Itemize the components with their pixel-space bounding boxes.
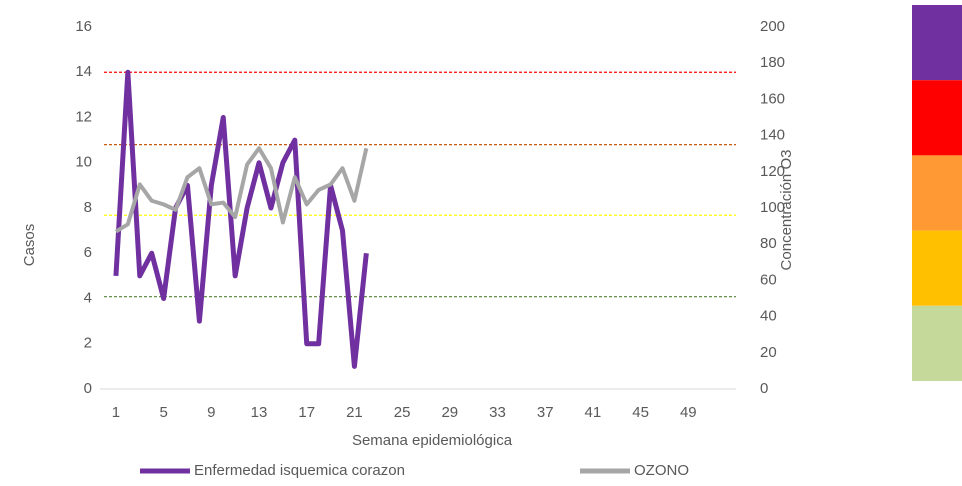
x-tick-label: 1 bbox=[112, 404, 120, 421]
y-tick-label: 14 bbox=[75, 63, 92, 80]
y2-tick-label: 100 bbox=[760, 199, 785, 216]
y-tick-label: 4 bbox=[84, 289, 92, 306]
legend-label: Enfermedad isquemica corazon bbox=[194, 462, 405, 479]
y-tick-label: 12 bbox=[75, 108, 92, 125]
y2-tick-label: 20 bbox=[760, 344, 777, 361]
x-tick-label: 49 bbox=[680, 404, 697, 421]
legend-label: OZONO bbox=[634, 462, 689, 479]
y-tick-label: 0 bbox=[84, 380, 92, 397]
color-scale-band bbox=[912, 155, 962, 231]
x-tick-label: 29 bbox=[441, 404, 458, 421]
color-scale-band bbox=[912, 80, 962, 156]
y2-tick-label: 200 bbox=[760, 18, 785, 35]
x-tick-label: 5 bbox=[159, 404, 167, 421]
x-tick-label: 33 bbox=[489, 404, 506, 421]
y2-tick-label: 0 bbox=[760, 380, 768, 397]
y-tick-label: 2 bbox=[84, 335, 92, 352]
x-tick-label: 9 bbox=[207, 404, 215, 421]
y-tick-label: 6 bbox=[84, 244, 92, 261]
color-scale-band bbox=[912, 230, 962, 306]
x-tick-label: 45 bbox=[632, 404, 649, 421]
x-tick-label: 21 bbox=[346, 404, 363, 421]
series-line bbox=[113, 69, 369, 369]
series-line bbox=[114, 146, 369, 234]
y-tick-label: 16 bbox=[75, 18, 92, 35]
y-tick-label: 10 bbox=[75, 154, 92, 171]
x-tick-label: 25 bbox=[394, 404, 411, 421]
x-tick-label: 37 bbox=[537, 404, 554, 421]
y-axis-title: Casos bbox=[21, 224, 38, 267]
color-scale-band bbox=[912, 5, 962, 81]
x-tick-label: 41 bbox=[585, 404, 602, 421]
x-tick-label: 13 bbox=[251, 404, 268, 421]
y2-tick-label: 120 bbox=[760, 163, 785, 180]
color-scale-band bbox=[912, 305, 962, 381]
y2-tick-label: 140 bbox=[760, 127, 785, 144]
y2-tick-label: 180 bbox=[760, 54, 785, 71]
x-axis-title: Semana epidemiológica bbox=[352, 432, 513, 449]
y2-tick-label: 160 bbox=[760, 90, 785, 107]
y2-tick-label: 60 bbox=[760, 271, 777, 288]
x-tick-label: 17 bbox=[298, 404, 315, 421]
y2-tick-label: 80 bbox=[760, 235, 777, 252]
y2-tick-label: 40 bbox=[760, 308, 777, 325]
y-tick-label: 8 bbox=[84, 199, 92, 216]
y2-axis-title: Concentración O3 bbox=[778, 150, 795, 271]
